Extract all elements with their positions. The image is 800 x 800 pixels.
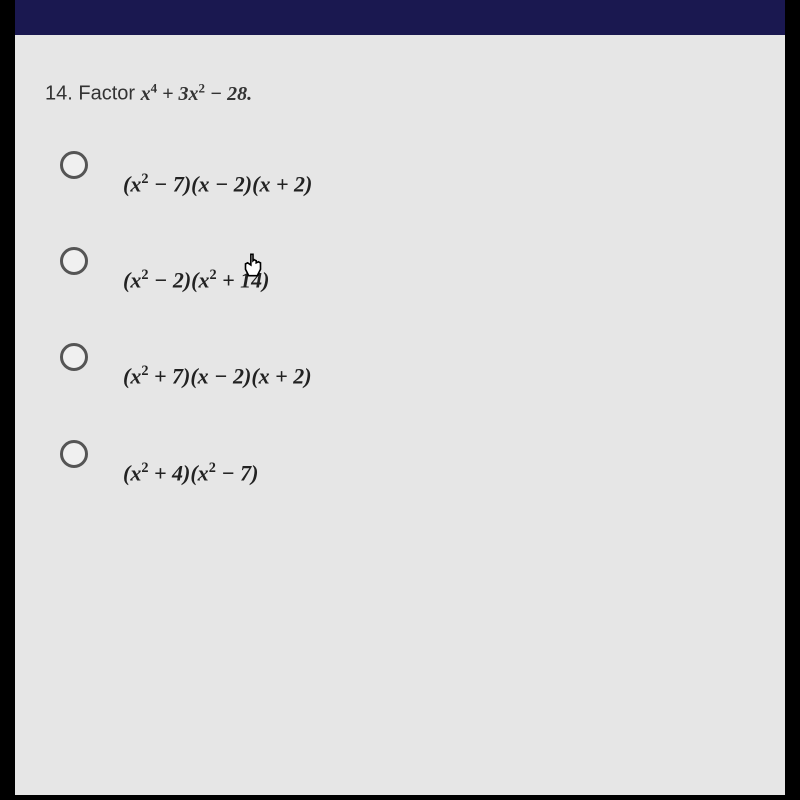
question-text: 14. Factor x4 + 3x2 − 28. <box>45 80 755 106</box>
radio-b[interactable] <box>60 247 88 275</box>
option-d-row[interactable]: (x2 + 4)(x2 − 7) <box>45 440 755 486</box>
option-b-row[interactable]: (x2 − 2)(x2 + 14) <box>45 247 755 293</box>
option-c-row[interactable]: (x2 + 7)(x − 2)(x + 2) <box>45 343 755 389</box>
radio-a[interactable] <box>60 151 88 179</box>
question-expression: x4 + 3x2 − 28. <box>141 83 253 105</box>
option-d-text: (x2 + 4)(x2 − 7) <box>123 460 259 486</box>
option-a-row[interactable]: (x2 − 7)(x − 2)(x + 2) <box>45 151 755 197</box>
radio-c[interactable] <box>60 343 88 371</box>
question-prompt: Factor <box>78 83 135 105</box>
option-c-text: (x2 + 7)(x − 2)(x + 2) <box>123 363 312 389</box>
radio-d[interactable] <box>60 440 88 468</box>
option-a-text: (x2 − 7)(x − 2)(x + 2) <box>123 171 312 197</box>
pointer-cursor-icon <box>240 250 266 280</box>
device-frame: 14. Factor x4 + 3x2 − 28. (x2 − 7)(x − 2… <box>0 0 800 800</box>
status-bar <box>15 0 785 35</box>
question-number: 14. <box>45 83 73 105</box>
quiz-panel: 14. Factor x4 + 3x2 − 28. (x2 − 7)(x − 2… <box>15 35 785 795</box>
